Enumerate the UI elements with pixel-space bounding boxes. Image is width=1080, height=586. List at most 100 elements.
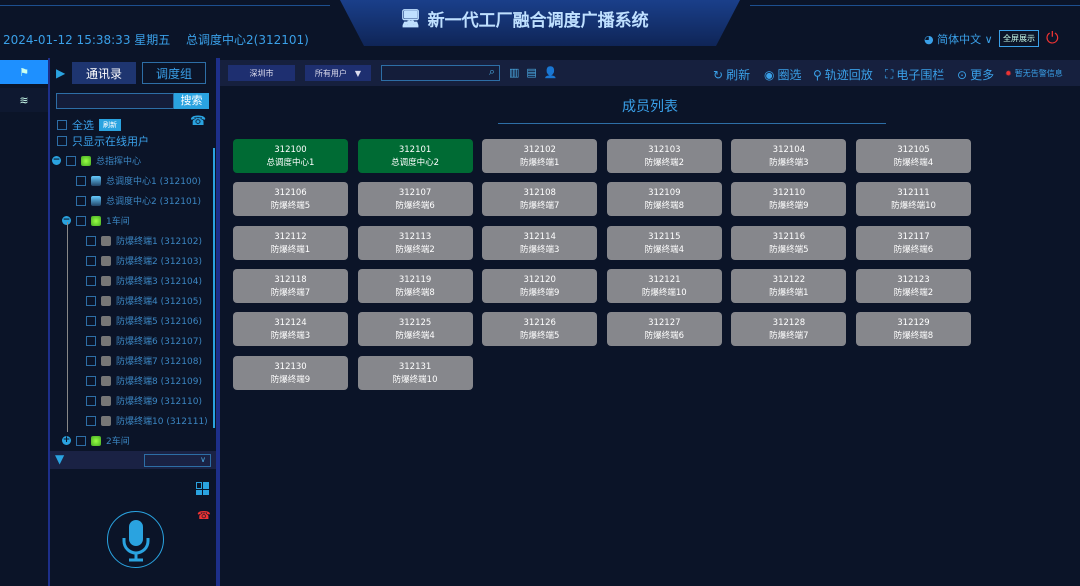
geofence-button[interactable]: ⛶ 电子围栏 (885, 66, 944, 83)
online-only-checkbox[interactable] (57, 136, 67, 146)
tree-node[interactable]: 防爆终端2 (312103) (86, 254, 202, 267)
member-card[interactable]: 312110 防爆终端9 (731, 182, 847, 217)
tree-node[interactable]: 防爆终端7 (312108) (86, 354, 202, 367)
tree-node[interactable]: 总调度中心2 (312101) (76, 194, 201, 207)
member-card[interactable]: 312111 防爆终端10 (856, 182, 971, 217)
grid-view-icon[interactable] (196, 482, 209, 495)
city-select[interactable]: 深圳市 (228, 65, 295, 81)
language-select[interactable]: ◕ 简体中文 ∨ (924, 31, 993, 47)
select-all-checkbox[interactable] (57, 120, 67, 130)
tree-node-label: 防爆终端1 (312102) (116, 237, 202, 247)
member-card[interactable]: 312125 防爆终端4 (357, 312, 473, 347)
collapse-triangle-icon[interactable]: ▼ (55, 452, 65, 466)
member-card[interactable]: 312119 防爆终端8 (357, 268, 473, 303)
member-card[interactable]: 312114 防爆终端3 (482, 225, 598, 260)
member-card[interactable]: 312107 防爆终端6 (357, 182, 473, 217)
layers-stack-icon[interactable]: ▤ (526, 66, 537, 79)
dialpad-phone-icon[interactable]: ☎ (190, 114, 207, 129)
tab-contacts[interactable]: 通讯录 (72, 62, 136, 84)
search-button[interactable]: 搜索 (174, 93, 209, 109)
more-button[interactable]: ⊙ 更多 (957, 66, 994, 83)
member-card[interactable]: 312127 防爆终端6 (606, 312, 722, 347)
member-card[interactable]: 312112 防爆终端1 (233, 225, 348, 260)
layers-icon[interactable]: ≋ (0, 88, 48, 112)
tree-checkbox[interactable] (86, 275, 96, 286)
member-card[interactable]: 312105 防爆终端4 (856, 139, 971, 173)
circle-select-button[interactable]: ◉ 圈选 (764, 66, 802, 83)
alarm-status[interactable]: ✹ 暂无告警信息 (1005, 68, 1063, 79)
tree-checkbox[interactable] (86, 255, 96, 266)
tree-node[interactable]: 防爆终端10 (312111) (86, 414, 208, 427)
plus-toggle-icon[interactable]: + (62, 435, 71, 445)
minus-toggle-icon[interactable]: − (52, 155, 61, 165)
call-select[interactable]: ∨ (144, 454, 211, 467)
tree-checkbox[interactable] (86, 415, 96, 426)
member-card[interactable]: 312121 防爆终端10 (606, 268, 722, 303)
member-card[interactable]: 312122 防爆终端1 (731, 268, 847, 303)
tree-checkbox[interactable] (76, 175, 86, 186)
tree-node[interactable]: 防爆终端9 (312110) (86, 394, 202, 407)
microphone-button[interactable] (107, 511, 164, 568)
map-search-input[interactable]: ⌕ (381, 65, 500, 81)
tree-checkbox[interactable] (86, 315, 96, 326)
user-icon[interactable]: 👤 (543, 66, 558, 79)
member-card[interactable]: 312115 防爆终端4 (606, 225, 722, 260)
search-icon[interactable]: ⌕ (488, 65, 495, 78)
hangup-icon[interactable]: ☎ (197, 509, 211, 522)
tab-dispatch-groups[interactable]: 调度组 (142, 62, 206, 84)
member-card[interactable]: 312102 防爆终端1 (482, 139, 598, 173)
power-icon[interactable]: ⏻ (1046, 28, 1059, 47)
member-card[interactable]: 312113 防爆终端2 (357, 225, 473, 260)
member-card[interactable]: 312129 防爆终端8 (856, 312, 971, 347)
tree-checkbox[interactable] (86, 375, 96, 386)
tree-scrollbar[interactable] (213, 148, 215, 428)
member-card[interactable]: 312124 防爆终端3 (233, 312, 348, 347)
member-card[interactable]: 312109 防爆终端8 (606, 182, 722, 217)
member-card[interactable]: 312103 防爆终端2 (606, 139, 722, 173)
tree-node[interactable]: 防爆终端8 (312109) (86, 374, 202, 387)
flag-icon[interactable]: ⚑ (0, 60, 48, 84)
member-card[interactable]: 312130 防爆终端9 (233, 355, 348, 390)
tree-node[interactable]: 总调度中心1 (312100) (76, 174, 201, 187)
tree-checkbox[interactable] (76, 435, 86, 446)
tree-checkbox[interactable] (86, 395, 96, 406)
expand-arrow-icon[interactable]: ▶ (56, 66, 66, 80)
tree-checkbox[interactable] (86, 295, 96, 306)
member-card[interactable]: 312108 防爆终端7 (482, 182, 598, 217)
map-icon[interactable]: ▥ (509, 66, 520, 79)
member-card[interactable]: 312131 防爆终端10 (357, 355, 473, 390)
member-card[interactable]: 312120 防爆终端9 (482, 268, 598, 303)
header: 🖥 新一代工厂融合调度广播系统 2024-01-12 15:38:33 星期五 总… (0, 0, 1080, 58)
refresh-tree-button[interactable]: 刷新 (99, 119, 121, 131)
contact-search-input[interactable] (56, 93, 174, 109)
refresh-button[interactable]: ↻ 刷新 (713, 66, 750, 83)
member-card[interactable]: 312116 防爆终端5 (731, 225, 847, 260)
tree-checkbox[interactable] (86, 355, 96, 366)
member-card[interactable]: 312101 总调度中心2 (357, 139, 473, 173)
tree-node[interactable]: − 1车间 (62, 214, 130, 227)
member-card[interactable]: 312104 防爆终端3 (731, 139, 847, 173)
tree-node[interactable]: +2车间 (62, 434, 130, 447)
tree-node[interactable]: − 总指挥中心 (52, 154, 141, 167)
minus-toggle-icon[interactable]: − (62, 215, 71, 225)
tree-checkbox[interactable] (76, 195, 86, 206)
fullscreen-button[interactable]: 全屏展示 (999, 30, 1039, 47)
tree-node[interactable]: 防爆终端4 (312105) (86, 294, 202, 307)
member-card[interactable]: 312106 防爆终端5 (233, 182, 348, 217)
track-playback-button[interactable]: ⚲ 轨迹回放 (813, 66, 873, 83)
tree-node[interactable]: 防爆终端6 (312107) (86, 334, 202, 347)
user-filter-select[interactable]: 所有用户 ▼ (305, 65, 371, 81)
member-card[interactable]: 312126 防爆终端5 (482, 312, 598, 347)
member-card[interactable]: 312128 防爆终端7 (731, 312, 847, 347)
tree-node[interactable]: 防爆终端5 (312106) (86, 314, 202, 327)
tree-checkbox[interactable] (76, 215, 86, 226)
member-card[interactable]: 312100 总调度中心1 (233, 139, 348, 173)
member-card[interactable]: 312118 防爆终端7 (233, 268, 348, 303)
tree-checkbox[interactable] (86, 335, 96, 346)
tree-node[interactable]: 防爆终端1 (312102) (86, 234, 202, 247)
tree-checkbox[interactable] (66, 155, 76, 166)
tree-checkbox[interactable] (86, 235, 96, 246)
tree-node[interactable]: 防爆终端3 (312104) (86, 274, 202, 287)
member-card[interactable]: 312123 防爆终端2 (856, 268, 971, 303)
member-card[interactable]: 312117 防爆终端6 (856, 225, 971, 260)
